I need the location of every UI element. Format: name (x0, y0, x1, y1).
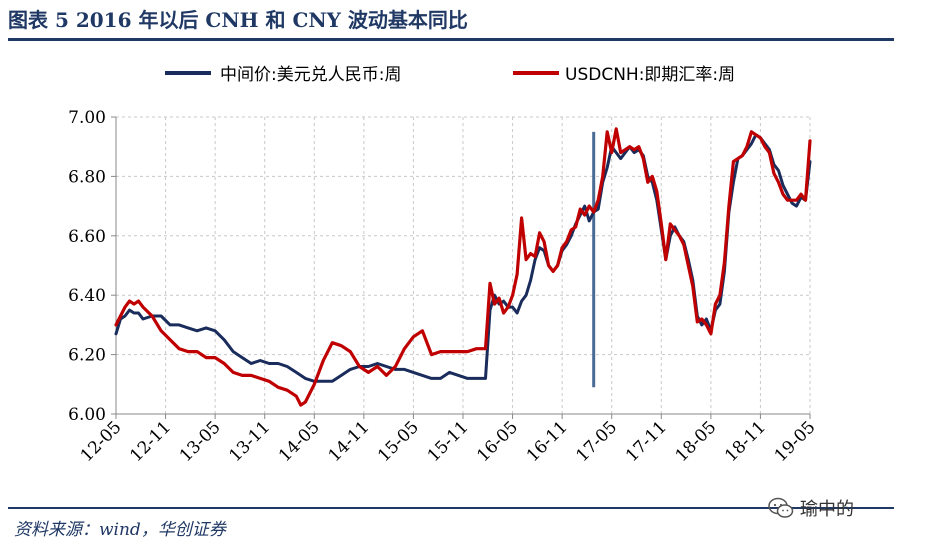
series-line-cnh (114, 127, 812, 407)
title-divider (8, 38, 894, 41)
watermark-text: 瑜中的 (800, 499, 854, 520)
x-tick-label: 13-05 (176, 417, 225, 466)
legend-label: USDCNH:即期汇率:周 (565, 65, 735, 85)
x-tick-label: 16-05 (473, 417, 522, 466)
x-tick-label: 18-05 (672, 417, 721, 466)
x-tick-label: 13-11 (225, 417, 274, 466)
x-tick-labels: 12-05 12-11 13-05 13-11 14-05 14-11 15-05 15-11… (77, 417, 820, 466)
y-tick-label: 6.60 (68, 227, 106, 247)
x-tick-label: 14-11 (325, 417, 374, 466)
series-lines (114, 127, 812, 407)
x-tick-label: 15-11 (424, 417, 473, 466)
x-tick-label: 19-05 (771, 417, 820, 466)
y-tick-label: 7.00 (68, 108, 106, 128)
x-tick-label: 12-11 (126, 417, 175, 466)
x-tick-label: 14-05 (275, 417, 324, 466)
y-tick-label: 6.00 (68, 405, 106, 425)
grid-lines (116, 116, 811, 414)
wechat-icon (768, 497, 794, 518)
source-note: 资料来源：wind，华创证券 (14, 520, 226, 540)
x-tick-label: 16-11 (523, 417, 572, 466)
x-tick-label: 17-11 (622, 417, 671, 466)
footer-divider (8, 507, 894, 509)
axes (111, 116, 811, 419)
y-tick-label: 6.40 (68, 286, 106, 306)
chart-title: 图表 5 2016 年以后 CNH 和 CNY 波动基本同比 (8, 8, 468, 32)
y-tick-label: 6.20 (68, 346, 106, 366)
x-tick-label: 15-05 (374, 417, 423, 466)
legend-label: 中间价:美元兑人民币:周 (220, 65, 401, 85)
y-tick-labels: 6.00 6.20 6.40 6.60 6.80 7.00 (68, 108, 106, 425)
legend: 中间价:美元兑人民币:周 USDCNH:即期汇率:周 (165, 65, 735, 85)
x-tick-label: 17-05 (572, 417, 621, 466)
x-tick-label: 18-11 (721, 417, 770, 466)
y-tick-label: 6.80 (68, 167, 106, 187)
watermark: 瑜中的 (768, 495, 854, 521)
